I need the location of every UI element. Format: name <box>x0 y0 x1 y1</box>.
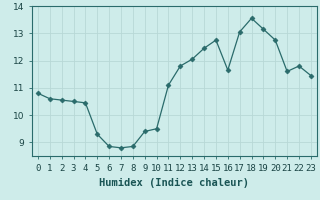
X-axis label: Humidex (Indice chaleur): Humidex (Indice chaleur) <box>100 178 249 188</box>
